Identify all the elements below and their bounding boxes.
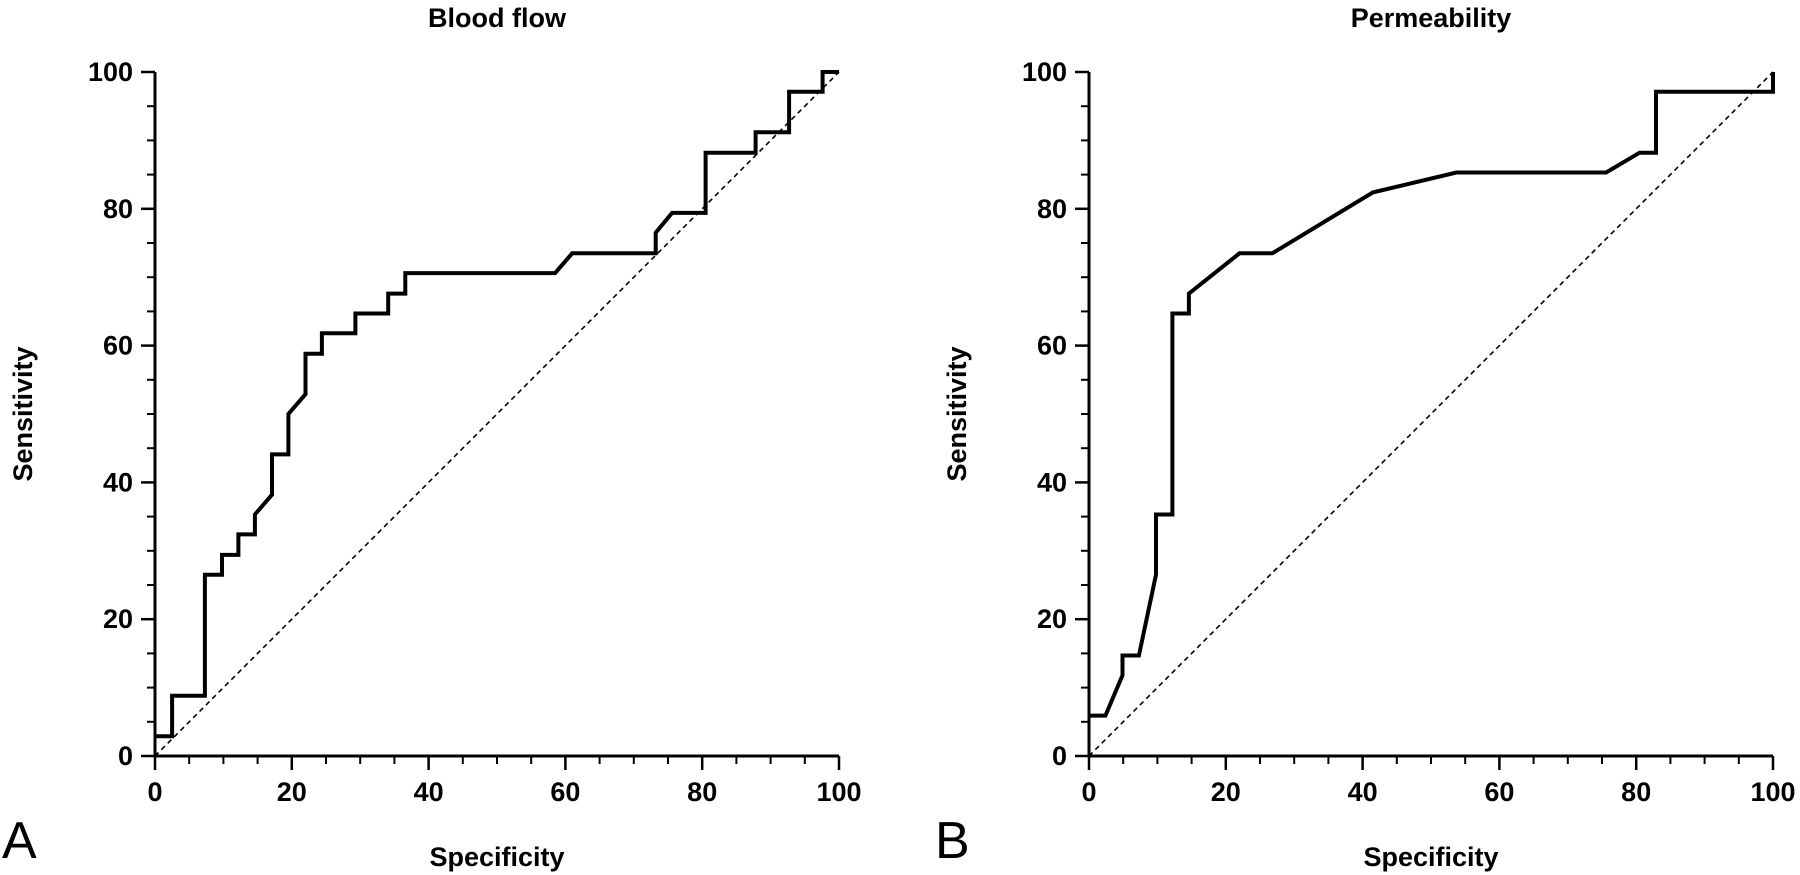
y-tick-label-a: 80	[103, 194, 133, 224]
x-tick-label-b: 60	[1484, 777, 1514, 807]
y-tick-label-b: 60	[1037, 331, 1067, 361]
roc-curve-a	[155, 70, 839, 739]
y-tick-label-b: 0	[1052, 741, 1067, 771]
x-tick-label-b: 40	[1348, 777, 1378, 807]
x-tick-label-a: 40	[414, 777, 444, 807]
reference-diagonal-b	[1088, 71, 1774, 757]
x-axis-title-a: Specificity	[429, 842, 564, 872]
x-tick-label-a: 100	[816, 777, 861, 807]
x-tick-label-b: 100	[1750, 777, 1795, 807]
x-tick-label-a: 0	[147, 777, 162, 807]
x-tick-label-a: 20	[277, 777, 307, 807]
y-axis-title-a: Sensitivity	[8, 346, 38, 481]
y-tick-label-b: 20	[1037, 604, 1067, 634]
y-tick-label-a: 0	[118, 741, 133, 771]
y-tick-label-a: 100	[88, 57, 133, 87]
chart-title-blood-flow: Blood flow	[428, 3, 567, 33]
roc-curve-b	[1089, 72, 1775, 718]
y-tick-label-b: 80	[1037, 194, 1067, 224]
panel-b: B Permeability Specificity Sensitivity 0…	[935, 3, 1796, 872]
x-tick-label-a: 80	[687, 777, 717, 807]
panel-letter-b: B	[935, 812, 970, 870]
reference-diagonal-a	[154, 71, 840, 757]
panel-letter-a: A	[2, 812, 37, 870]
y-tick-label-b: 40	[1037, 467, 1067, 497]
panel-a: A Blood flow Specificity Sensitivity 0 20…	[2, 3, 862, 872]
x-tick-label-b: 20	[1211, 777, 1241, 807]
y-axis-title-b: Sensitivity	[942, 346, 972, 481]
chart-title-permeability: Permeability	[1351, 3, 1512, 33]
x-tick-label-b: 0	[1081, 777, 1096, 807]
y-tick-label-a: 20	[103, 604, 133, 634]
x-tick-label-a: 60	[550, 777, 580, 807]
y-tick-label-b: 100	[1022, 57, 1067, 87]
x-axis-title-b: Specificity	[1363, 842, 1498, 872]
y-tick-label-a: 60	[103, 331, 133, 361]
x-tick-label-b: 80	[1621, 777, 1651, 807]
y-tick-label-a: 40	[103, 467, 133, 497]
